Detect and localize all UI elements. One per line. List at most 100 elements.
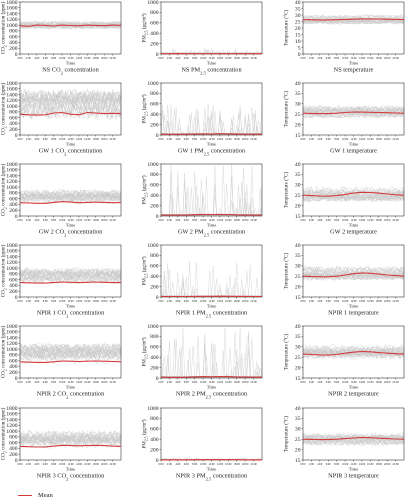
x-tick-label: 4:00 — [175, 463, 181, 466]
sample-trace — [160, 265, 262, 297]
x-tick-label: 14:00 — [359, 300, 366, 303]
x-tick-label: 18:00 — [376, 381, 383, 384]
x-tick-label: 14:00 — [76, 300, 83, 303]
y-tick-label: 1000 — [6, 185, 17, 191]
y-tick-label: 600 — [150, 345, 159, 351]
npir1-co2-title: NPIR 1 CO2 concentration — [37, 310, 105, 319]
x-tick-label: 0:00 — [18, 381, 24, 384]
y-tick-label: 600 — [9, 34, 18, 40]
x-tick-label: 12:00 — [67, 138, 74, 141]
npir2-temp-mean-line — [302, 350, 405, 356]
y-tick-label: 35 — [295, 334, 301, 340]
x-tick-label: 20:00 — [384, 219, 391, 222]
sample-trace — [19, 429, 122, 439]
x-tick-label: 6:00 — [184, 463, 190, 466]
gw2-temp-chart: 15 20 25 30 35 40 0:00 2:00 4:00 6:00 8:00 10:00 12:… — [283, 162, 405, 236]
y-tick-label: 0 — [298, 52, 301, 58]
x-tick-label: 20:00 — [242, 300, 249, 303]
x-tick-label: 4:00 — [317, 463, 323, 466]
y-tick-label: 1600 — [6, 412, 17, 418]
x-tick-label: 0:00 — [301, 381, 307, 384]
sample-trace — [160, 171, 263, 216]
sample-trace — [19, 90, 122, 105]
sample-trace — [19, 432, 122, 442]
x-tick-label: 10:00 — [59, 57, 66, 60]
ns-co2-y-axis-label: CO2 concentration (ppm) — [0, 1, 8, 54]
x-tick-label: 18:00 — [376, 219, 383, 222]
x-tick-label: 18:00 — [93, 381, 100, 384]
npir1-pm-x-axis-label: Time — [207, 304, 217, 309]
npir2-temp-title: NPIR 2 temperature — [328, 391, 379, 398]
y-tick-label: 400 — [150, 355, 159, 361]
y-tick-label: 15 — [295, 376, 301, 382]
npir2-co2-mean-line — [19, 360, 122, 363]
y-tick-label: 200 — [9, 370, 18, 376]
x-tick-label: 14:00 — [76, 57, 83, 60]
npir2-temp-chart: 15 20 25 30 35 40 0:00 2:00 4:00 6:00 8:00 10:00 12:… — [283, 324, 405, 398]
sample-trace — [302, 105, 405, 113]
y-tick-label: 1400 — [6, 92, 17, 98]
x-tick-label: 8:00 — [51, 219, 57, 222]
sample-trace — [19, 194, 122, 202]
gw1-co2-mean-line — [19, 111, 122, 116]
gw1-temp-y-axis-label: Temperature (°C) — [283, 91, 290, 128]
gw1-temp-mean-line — [302, 111, 405, 115]
y-tick-label: 25 — [295, 274, 301, 280]
x-tick-label: 6:00 — [43, 57, 49, 60]
x-tick-label: 18:00 — [234, 219, 241, 222]
y-tick-label: 600 — [9, 277, 18, 283]
x-tick-label: 2:00 — [26, 138, 32, 141]
x-tick-label: 20:00 — [242, 463, 249, 466]
x-tick-label: 20:00 — [384, 381, 391, 384]
x-tick-label: 6:00 — [43, 463, 49, 466]
x-tick-label: 10:00 — [342, 57, 349, 60]
x-tick-label: 4:00 — [175, 57, 181, 60]
y-tick-label: 800 — [150, 334, 159, 340]
x-tick-label: 20:00 — [242, 219, 249, 222]
sample-trace — [302, 267, 405, 275]
x-tick-label: 8:00 — [192, 300, 198, 303]
sample-trace — [19, 430, 122, 440]
ns-temp-x-axis-label: Time — [349, 61, 359, 66]
x-tick-label: 2:00 — [309, 138, 315, 141]
sample-trace — [19, 270, 122, 279]
gw2-temp-y-axis-label: Temperature (°C) — [283, 172, 290, 209]
ns-pm-title: NS PM2.5 concentration — [181, 67, 242, 76]
y-tick-label: 35 — [295, 416, 301, 422]
npir1-co2-plot-frame — [19, 244, 122, 298]
x-tick-label: 16:00 — [367, 381, 374, 384]
sample-trace — [160, 262, 263, 297]
y-tick-label: 200 — [9, 452, 18, 458]
x-tick-label: 18:00 — [376, 463, 383, 466]
y-tick-label: 800 — [9, 110, 18, 116]
y-tick-label: 600 — [150, 264, 159, 270]
y-tick-label: 1000 — [6, 429, 17, 435]
x-tick-label: 4:00 — [34, 381, 40, 384]
y-tick-label: 600 — [9, 358, 18, 364]
x-tick-label: 6:00 — [326, 300, 332, 303]
x-tick-label: 4:00 — [317, 300, 323, 303]
x-tick-label: 4:00 — [34, 219, 40, 222]
x-tick-label: 20:00 — [384, 138, 391, 141]
y-tick-label: 1000 — [147, 243, 158, 249]
x-tick-label: 22:00 — [392, 463, 399, 466]
ns-pm-x-axis-label: Time — [207, 61, 217, 66]
x-tick-label: 0:00 — [159, 300, 165, 303]
x-tick-label: 8:00 — [192, 463, 198, 466]
x-tick-label: 0:00 — [159, 57, 165, 60]
npir2-pm-y-axis-label: PM2.5 (μg/m³) — [141, 337, 149, 367]
y-tick-label: 0 — [156, 52, 159, 58]
x-tick-label: 2:00 — [167, 381, 173, 384]
y-tick-label: 400 — [150, 193, 159, 199]
sample-trace — [19, 344, 122, 355]
x-tick-label: 20:00 — [384, 57, 391, 60]
y-tick-label: 5 — [298, 45, 301, 51]
sample-trace — [302, 19, 405, 25]
y-tick-label: 35 — [295, 172, 301, 178]
x-tick-label: 2:00 — [309, 57, 315, 60]
y-tick-label: 0 — [15, 52, 18, 58]
x-tick-label: 0:00 — [159, 463, 165, 466]
y-tick-label: 1800 — [6, 81, 17, 87]
